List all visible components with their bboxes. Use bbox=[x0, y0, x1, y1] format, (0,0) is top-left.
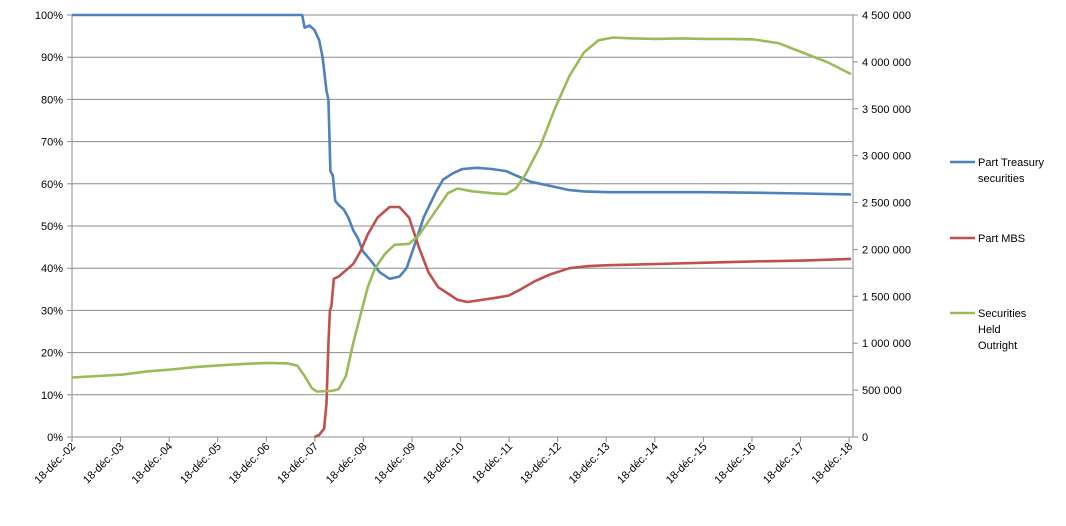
x-tick-label: 18-déc.-17 bbox=[761, 441, 807, 487]
y-left-tick-label: 10% bbox=[41, 390, 63, 402]
x-tick-label: 18-déc.-10 bbox=[421, 441, 467, 487]
x-axis-ticks: 18-déc.-02 18-déc.-03 18-déc.-04 18-déc.-05… bbox=[32, 437, 855, 486]
x-tick-label: 18-déc.-12 bbox=[518, 441, 564, 487]
legend-label: Held bbox=[978, 324, 1001, 336]
y-right-tick-label: 2 000 000 bbox=[862, 244, 911, 256]
series-layer bbox=[71, 13, 852, 439]
legend-item-2: Part MBS bbox=[950, 233, 1025, 245]
y-right-tick-label: 2 500 000 bbox=[862, 198, 911, 210]
legend: Part Treasury securities Part MBS Securitie… bbox=[950, 157, 1045, 352]
y-right-tick-label: 1 000 000 bbox=[862, 338, 911, 350]
y-left-tick-label: 80% bbox=[41, 94, 63, 106]
series-line-3 bbox=[71, 36, 852, 393]
legend-label: securities bbox=[978, 173, 1025, 185]
y-left-tick-label: 40% bbox=[41, 263, 63, 275]
legend-label: Part MBS bbox=[978, 233, 1025, 245]
x-tick-label: 18-déc.-03 bbox=[81, 441, 127, 487]
y-left-tick-label: 50% bbox=[41, 221, 63, 233]
legend-label: Part Treasury bbox=[978, 157, 1045, 169]
x-tick-label: 18-déc.-05 bbox=[178, 441, 224, 487]
y-right-tick-label: 4 000 000 bbox=[862, 57, 911, 69]
y-left-tick-label: 30% bbox=[41, 305, 63, 317]
legend-label: Outright bbox=[978, 340, 1017, 352]
x-tick-label: 18-déc.-13 bbox=[567, 441, 613, 487]
legend-item-1: Part Treasury securities bbox=[950, 157, 1045, 185]
y-right-tick-label: 3 000 000 bbox=[862, 151, 911, 163]
y-axis-left-ticks: 0% 10% 20% 30% 40% 50% 60% 70% 80% 90% 100% bbox=[35, 10, 72, 444]
series-line-2 bbox=[313, 205, 852, 439]
x-tick-label: 18-déc.-09 bbox=[372, 441, 418, 487]
y-left-tick-label: 60% bbox=[41, 179, 63, 191]
y-left-tick-label: 90% bbox=[41, 52, 63, 64]
y-right-tick-label: 4 500 000 bbox=[862, 10, 911, 22]
legend-label: Securities bbox=[978, 308, 1027, 320]
x-tick-label: 18-déc.-07 bbox=[275, 441, 321, 487]
x-tick-label: 18-déc.-16 bbox=[712, 441, 758, 487]
y-right-tick-label: 3 500 000 bbox=[862, 104, 911, 116]
y-left-tick-label: 0% bbox=[47, 432, 63, 444]
y-right-tick-label: 1 500 000 bbox=[862, 291, 911, 303]
x-tick-label: 18-déc.-11 bbox=[470, 441, 515, 486]
x-tick-label: 18-déc.-06 bbox=[227, 441, 273, 487]
y-axis-right-ticks: 0 500 000 1 000 000 1 500 000 2 000 000 2 500… bbox=[853, 10, 911, 444]
y-left-tick-label: 100% bbox=[35, 10, 63, 22]
y-left-tick-label: 20% bbox=[41, 348, 63, 360]
y-right-tick-label: 500 000 bbox=[862, 385, 902, 397]
x-tick-label: 18-déc.-04 bbox=[130, 441, 176, 487]
gridlines bbox=[72, 14, 853, 396]
y-right-tick-label: 0 bbox=[862, 432, 868, 444]
legend-item-3: Securities Held Outright bbox=[950, 308, 1027, 352]
x-tick-label: 18-déc.-14 bbox=[615, 441, 661, 487]
x-tick-label: 18-déc.-18 bbox=[810, 441, 856, 487]
x-tick-label: 18-déc.-02 bbox=[32, 441, 78, 487]
x-tick-label: 18-déc.-15 bbox=[664, 441, 710, 487]
series-line-1 bbox=[72, 13, 852, 281]
x-tick-label: 18-déc.-08 bbox=[324, 441, 370, 487]
y-left-tick-label: 70% bbox=[41, 137, 63, 149]
